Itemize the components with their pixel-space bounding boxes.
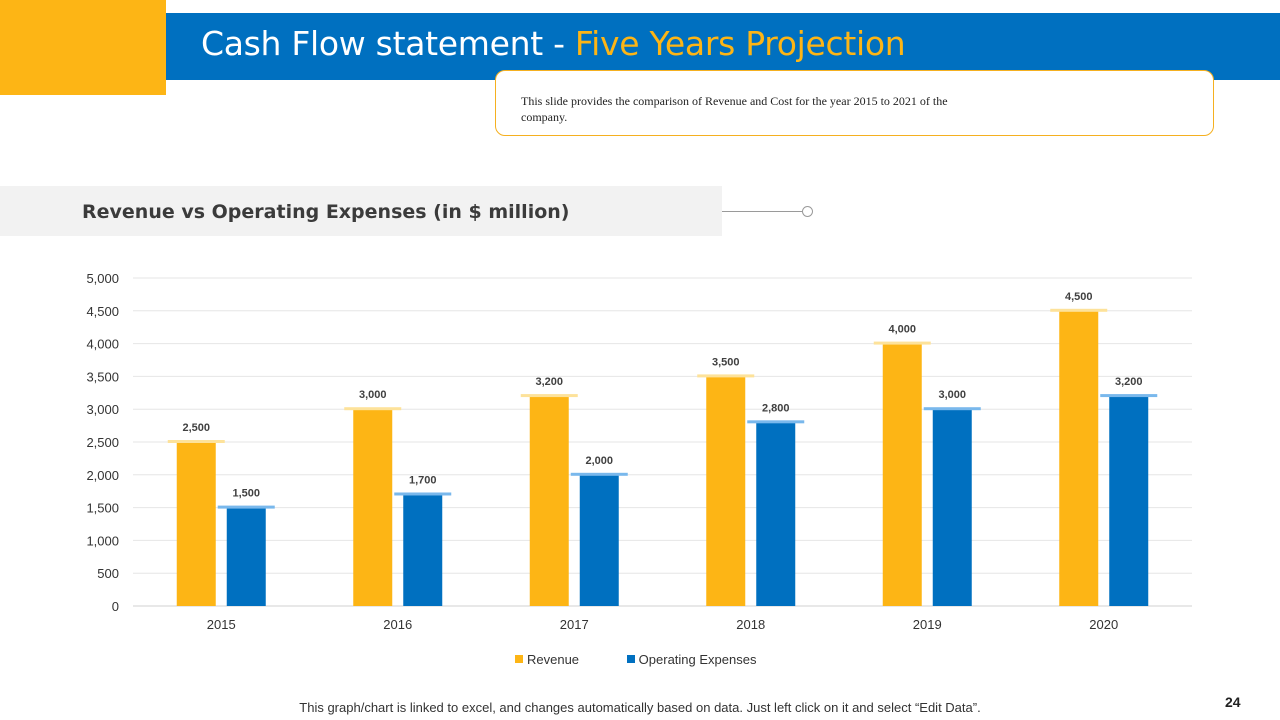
slide-title: Cash Flow statement - Five Years Project… [201, 24, 906, 63]
y-tick-label: 3,500 [86, 369, 119, 384]
data-label-operating-expenses: 3,200 [1115, 376, 1143, 388]
data-label-operating-expenses: 2,000 [585, 455, 613, 467]
x-tick-label: 2016 [383, 617, 412, 632]
connector-line [722, 211, 802, 212]
bar-operating-expenses[interactable] [226, 507, 266, 606]
bar-operating-expenses[interactable] [1109, 396, 1149, 606]
chart-legend: Revenue Operating Expenses [515, 652, 756, 667]
title-accent: Five Years Projection [574, 24, 906, 63]
legend-label-operating-expenses: Operating Expenses [638, 652, 757, 667]
chart-heading-bar [0, 186, 722, 236]
x-tick-label: 2020 [1089, 617, 1118, 632]
title-main: Cash Flow statement - [201, 24, 575, 63]
decorative-yellow-block [0, 0, 166, 95]
title-bar [166, 13, 1280, 80]
y-tick-label: 0 [112, 599, 119, 614]
bar-cap-operating-expenses [217, 505, 275, 509]
bar-revenue[interactable] [706, 376, 746, 606]
legend-label-revenue: Revenue [527, 652, 580, 667]
legend-swatch-revenue [515, 655, 523, 663]
bar-operating-expenses[interactable] [756, 422, 796, 606]
data-label-operating-expenses: 1,700 [409, 474, 437, 486]
bar-cap-revenue [520, 394, 578, 398]
y-tick-label: 500 [97, 566, 119, 581]
bar-operating-expenses[interactable] [579, 474, 619, 606]
bar-operating-expenses[interactable] [403, 494, 443, 606]
bar-cap-operating-expenses [923, 407, 981, 411]
bar-cap-operating-expenses [747, 420, 805, 424]
y-tick-label: 2,000 [86, 468, 119, 483]
y-tick-label: 3,000 [86, 402, 119, 417]
bar-revenue[interactable] [529, 396, 569, 606]
bar-cap-revenue [344, 407, 402, 411]
x-tick-label: 2019 [913, 617, 942, 632]
bar-revenue[interactable] [353, 409, 393, 606]
data-label-revenue: 4,500 [1065, 291, 1093, 303]
data-label-operating-expenses: 2,800 [762, 402, 790, 414]
bar-revenue[interactable] [882, 343, 922, 606]
legend-item-revenue: Revenue [515, 652, 579, 667]
bar-chart[interactable]: 0 500 1,000 1,500 2,000 2,500 3,000 3,500 4,000 4… [0, 260, 1280, 640]
bar-cap-operating-expenses [394, 492, 452, 496]
y-tick-label: 4,500 [86, 304, 119, 319]
page-number: 24 [1225, 694, 1241, 710]
x-tick-label: 2017 [560, 617, 589, 632]
data-label-revenue: 2,500 [182, 422, 210, 434]
x-tick-label: 2015 [207, 617, 236, 632]
y-tick-label: 2,500 [86, 435, 119, 450]
bar-revenue[interactable] [1059, 310, 1099, 606]
bar-cap-revenue [167, 440, 225, 443]
data-label-revenue: 3,200 [535, 376, 563, 388]
connector-dot [802, 206, 813, 217]
description-text: This slide provides the comparison of Re… [521, 94, 948, 124]
x-tick-label: 2018 [736, 617, 765, 632]
y-tick-label: 4,000 [86, 337, 119, 352]
bar-cap-revenue [1050, 308, 1108, 312]
footnote: This graph/chart is linked to excel, and… [299, 700, 981, 715]
bar-cap-operating-expenses [570, 472, 628, 476]
bar-operating-expenses[interactable] [932, 409, 972, 606]
bar-cap-operating-expenses [1100, 394, 1158, 398]
chart-heading: Revenue vs Operating Expenses (in $ mill… [82, 201, 570, 223]
y-tick-label: 5,000 [86, 271, 119, 286]
bar-cap-revenue [873, 341, 931, 345]
data-label-revenue: 3,000 [359, 389, 387, 401]
bar-cap-revenue [697, 374, 755, 378]
data-label-operating-expenses: 3,000 [938, 389, 966, 401]
data-label-revenue: 4,000 [888, 324, 916, 336]
data-label-revenue: 3,500 [712, 356, 740, 368]
y-tick-label: 1,000 [86, 533, 119, 548]
bar-revenue[interactable] [176, 442, 216, 606]
legend-item-operating-expenses: Operating Expenses [626, 652, 757, 667]
data-label-operating-expenses: 1,500 [232, 488, 260, 500]
description-box: This slide provides the comparison of Re… [495, 70, 1214, 136]
y-tick-label: 1,500 [86, 501, 119, 516]
legend-swatch-operating-expenses [626, 655, 635, 663]
